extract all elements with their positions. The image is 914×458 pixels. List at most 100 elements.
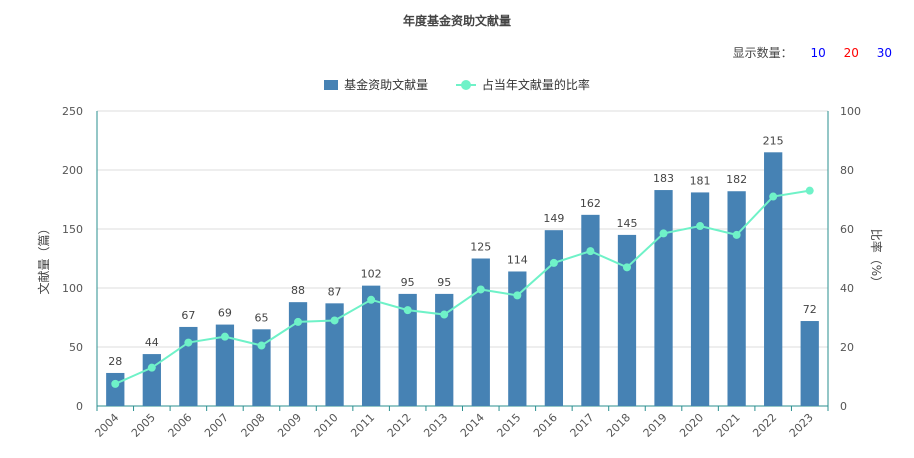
bar xyxy=(435,293,454,406)
ratio-point xyxy=(622,263,631,272)
bar xyxy=(581,214,600,406)
ratio-point xyxy=(586,247,595,256)
display-count-option-10[interactable]: 10 xyxy=(810,46,826,60)
legend-bar-swatch xyxy=(324,79,339,90)
bar-value-label: 162 xyxy=(580,197,601,210)
bar xyxy=(727,191,746,406)
y-tick-label: 0 xyxy=(76,400,83,413)
ratio-point xyxy=(513,291,522,300)
x-tick-label: 2021 xyxy=(714,411,743,440)
x-tick-label: 2009 xyxy=(275,411,304,440)
y2-tick-label: 80 xyxy=(840,164,854,177)
chart-title: 年度基金资助文献量 xyxy=(402,14,511,28)
bar xyxy=(288,302,308,406)
bar-value-label: 28 xyxy=(108,355,122,368)
display-count-option-30[interactable]: 30 xyxy=(876,46,892,60)
ratio-point xyxy=(257,341,266,350)
y2-axis-title: 比率（%） xyxy=(869,229,884,288)
bar-value-label: 183 xyxy=(653,172,674,185)
ratio-point xyxy=(220,332,229,341)
y2-tick-label: 100 xyxy=(840,105,861,118)
legend-item-bar-series[interactable]: 基金资助文献量 xyxy=(324,76,428,93)
x-tick-label: 2005 xyxy=(129,411,158,440)
x-tick-label: 2016 xyxy=(531,411,560,440)
x-tick-label: 2022 xyxy=(750,411,779,440)
ratio-point xyxy=(476,285,485,294)
bar-value-label: 65 xyxy=(254,311,268,324)
legend-line-label: 占当年文献量的比率 xyxy=(481,78,590,92)
display-count-control: 显示数量： 10 20 30 xyxy=(733,44,892,61)
ratio-point xyxy=(294,317,303,326)
bar xyxy=(617,234,637,406)
y-axis-title: 文献量（篇） xyxy=(36,222,51,294)
y2-tick-label: 40 xyxy=(840,282,854,295)
bar xyxy=(764,152,783,406)
bar xyxy=(544,230,564,406)
ratio-point xyxy=(330,316,339,325)
bar xyxy=(800,321,819,406)
x-tick-label: 2011 xyxy=(348,411,377,440)
x-tick-label: 2006 xyxy=(166,411,195,440)
bar-value-label: 87 xyxy=(328,285,342,298)
y-tick-label: 50 xyxy=(69,341,83,354)
x-tick-label: 2023 xyxy=(787,411,816,440)
x-tick-label: 2018 xyxy=(604,411,633,440)
bar-value-label: 102 xyxy=(361,268,382,281)
x-tick-label: 2012 xyxy=(385,411,414,440)
x-tick-label: 2007 xyxy=(202,411,231,440)
bar xyxy=(142,354,161,406)
ratio-point xyxy=(184,338,193,347)
legend-line-swatch xyxy=(455,79,476,90)
bar-value-label: 72 xyxy=(803,303,817,316)
x-tick-label: 2017 xyxy=(568,411,597,440)
bar xyxy=(690,192,710,406)
chart-legend: 基金资助文献量 占当年文献量的比率 xyxy=(0,76,914,93)
bar-value-label: 182 xyxy=(726,173,747,186)
bar-value-label: 181 xyxy=(690,174,711,187)
x-tick-label: 2010 xyxy=(312,411,341,440)
x-tick-label: 2013 xyxy=(421,411,450,440)
ratio-point xyxy=(549,258,558,267)
ratio-point xyxy=(440,310,449,319)
bar-value-label: 44 xyxy=(145,336,159,349)
bar xyxy=(252,329,271,406)
legend-bar-label: 基金资助文献量 xyxy=(344,78,429,92)
ratio-point xyxy=(111,379,120,388)
y2-tick-label: 20 xyxy=(840,341,854,354)
bar xyxy=(215,324,235,406)
ratio-point xyxy=(147,363,156,372)
bar-value-label: 88 xyxy=(291,284,305,297)
bar-value-label: 145 xyxy=(616,217,637,230)
bar-value-label: 69 xyxy=(218,307,232,320)
x-tick-label: 2015 xyxy=(494,411,523,440)
display-count-label: 显示数量： xyxy=(732,46,793,60)
ratio-point xyxy=(732,230,741,239)
bar xyxy=(398,293,417,406)
x-tick-label: 2020 xyxy=(677,411,706,440)
y-tick-label: 100 xyxy=(62,282,83,295)
y-tick-label: 200 xyxy=(62,164,83,177)
bar xyxy=(471,258,490,406)
ratio-point xyxy=(367,295,376,304)
bar-value-label: 95 xyxy=(437,276,451,289)
legend-item-line-series[interactable]: 占当年文献量的比率 xyxy=(455,76,590,93)
ratio-point xyxy=(403,306,412,315)
y2-tick-label: 60 xyxy=(840,223,854,236)
bar-value-label: 67 xyxy=(181,309,195,322)
bar-value-label: 125 xyxy=(470,241,491,254)
bar-value-label: 149 xyxy=(543,212,564,225)
x-tick-label: 2008 xyxy=(239,411,268,440)
ratio-line xyxy=(114,189,810,385)
display-count-option-20[interactable]: 20 xyxy=(843,46,859,60)
y2-tick-label: 0 xyxy=(840,400,847,413)
bar-value-label: 95 xyxy=(401,276,415,289)
ratio-point xyxy=(659,229,668,238)
x-tick-label: 2014 xyxy=(458,411,487,440)
bar xyxy=(654,190,673,406)
bar xyxy=(325,303,344,406)
x-tick-label: 2019 xyxy=(641,411,670,440)
y-tick-label: 250 xyxy=(62,105,83,118)
ratio-point xyxy=(769,192,778,201)
x-tick-label: 2004 xyxy=(92,411,121,440)
